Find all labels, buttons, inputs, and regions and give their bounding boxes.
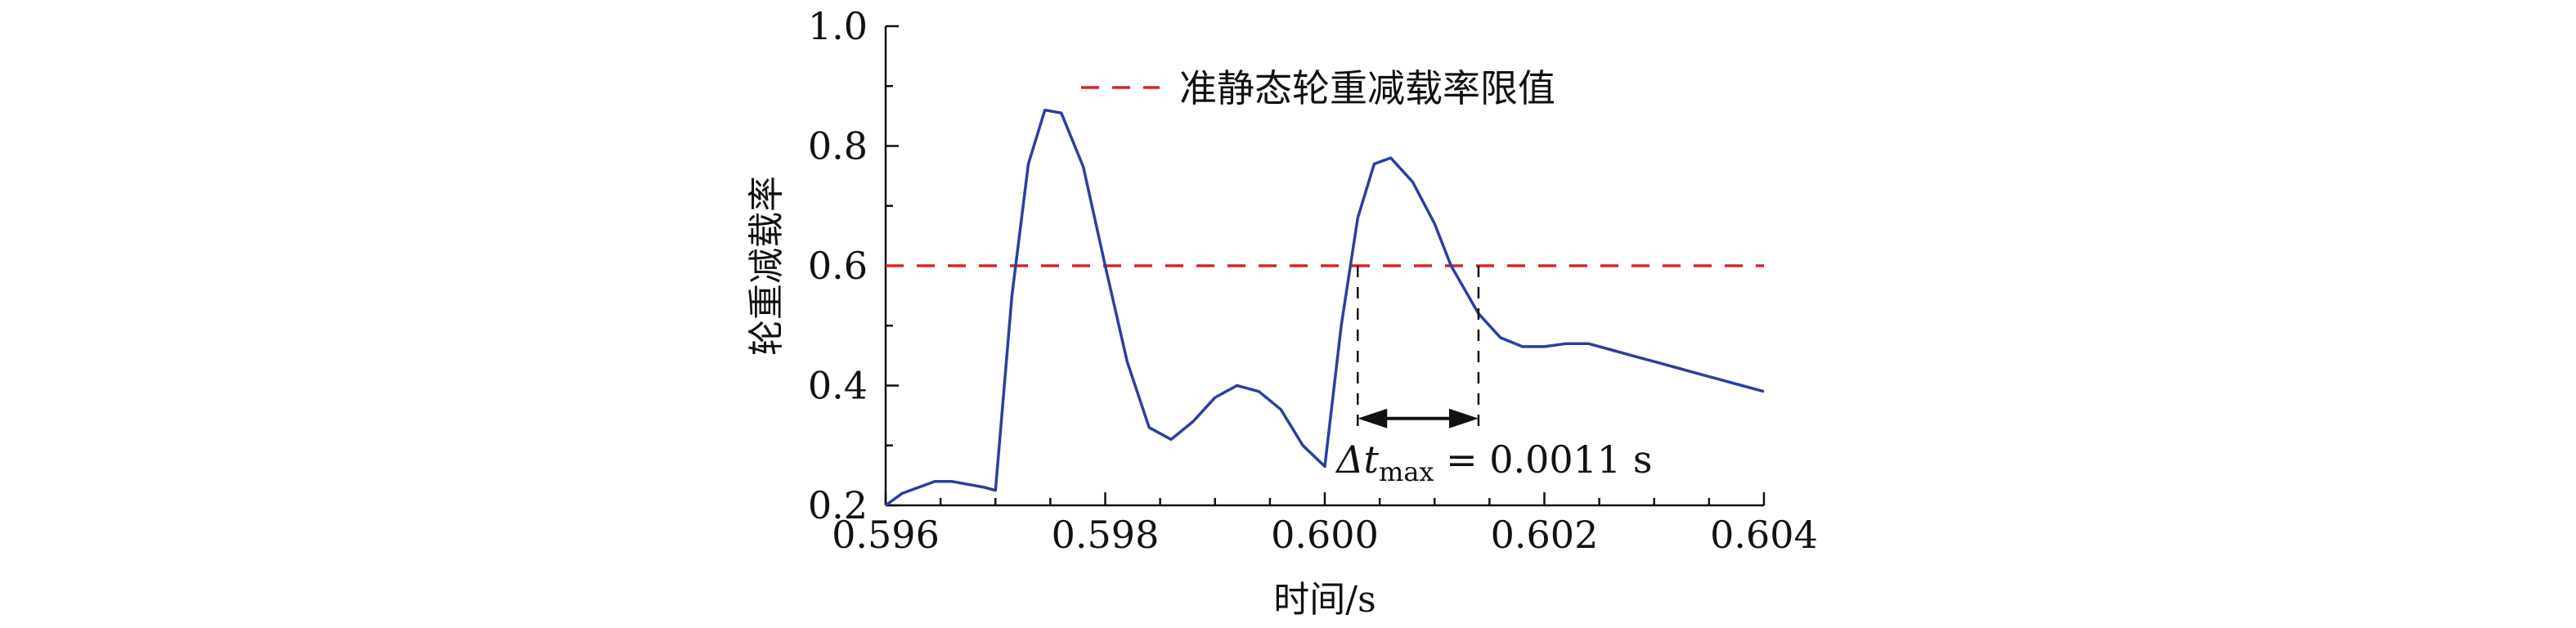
interval-label-value: = 0.0011 s bbox=[1434, 437, 1652, 482]
x-tick-label-4: 0.604 bbox=[1710, 513, 1818, 557]
interval-annotation: Δtmax = 0.0011 s bbox=[1335, 266, 1652, 487]
legend-label-threshold: 准静态轮重减载率限值 bbox=[1179, 66, 1555, 110]
interval-arrow-head-left bbox=[1358, 408, 1388, 428]
y-tick-label-1: 0.4 bbox=[808, 364, 868, 408]
x-tick-label-3: 0.602 bbox=[1491, 513, 1599, 557]
y-tick-label-2: 0.6 bbox=[808, 244, 868, 288]
tick-labels: 0.596 0.598 0.600 0.602 0.604 0.2 0.4 0.6 0.8 1.0 bbox=[808, 4, 1818, 557]
legend: 准静态轮重减载率限值 bbox=[1081, 66, 1555, 110]
y-tick-label-0: 0.2 bbox=[808, 483, 868, 527]
y-tick-label-4: 1.0 bbox=[808, 4, 868, 48]
y-axis-title: 轮重减载率 bbox=[746, 176, 788, 356]
x-tick-label-1: 0.598 bbox=[1052, 513, 1160, 557]
x-tick-label-2: 0.600 bbox=[1271, 513, 1379, 557]
interval-label: Δtmax = 0.0011 s bbox=[1335, 437, 1652, 487]
x-tick-label-0: 0.596 bbox=[832, 513, 940, 557]
interval-label-prefix: Δt bbox=[1335, 437, 1379, 482]
interval-label-sub: max bbox=[1379, 456, 1434, 487]
x-axis-title: 时间/s bbox=[1273, 579, 1376, 621]
series-line bbox=[884, 108, 1765, 507]
interval-arrow-head-right bbox=[1448, 408, 1479, 428]
y-tick-label-3: 0.8 bbox=[808, 124, 868, 168]
